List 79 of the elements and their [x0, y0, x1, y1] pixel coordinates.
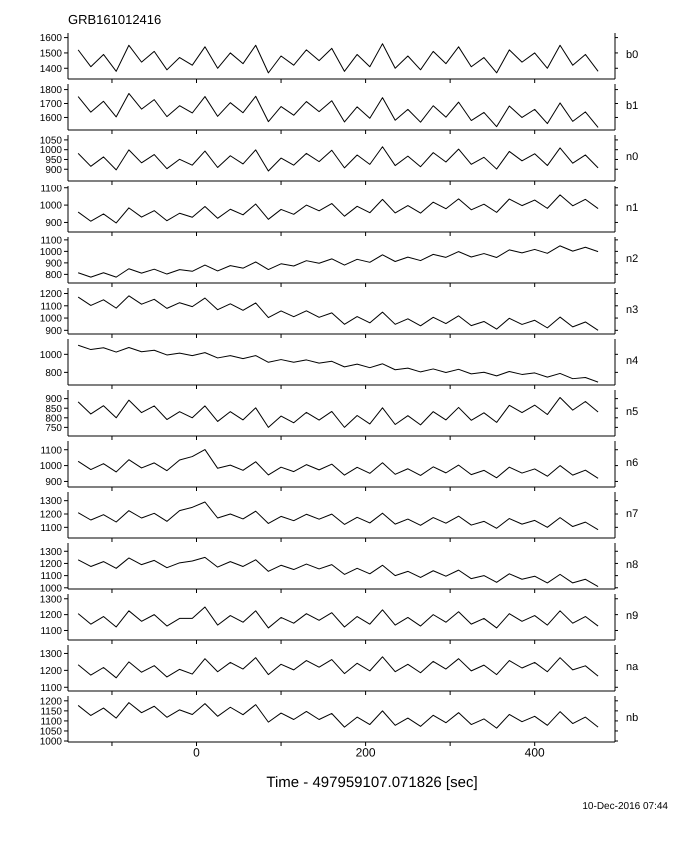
y-tick-label: 850 — [45, 404, 62, 415]
y-tick-label: 750 — [45, 422, 62, 434]
y-tick-label: 900 — [45, 477, 62, 488]
y-tick-label: 1100 — [40, 716, 62, 728]
line-series — [78, 502, 599, 530]
y-tick-label: 1700 — [40, 99, 62, 110]
y-tick-label: 900 — [45, 164, 62, 176]
y-tick-label: 900 — [45, 218, 62, 230]
y-tick-label: 1000 — [40, 314, 62, 325]
y-tick-label: 1200 — [40, 558, 62, 570]
y-tick-label: 1000 — [40, 583, 62, 594]
line-series — [78, 396, 599, 428]
y-tick-label: 1500 — [40, 48, 62, 60]
line-series — [78, 702, 599, 729]
x-tick-label: 0 — [193, 746, 200, 760]
y-tick-label: 1150 — [40, 706, 62, 718]
y-tick-label: 1000 — [40, 246, 62, 258]
legend-label: nb — [626, 712, 638, 724]
line-series — [78, 656, 599, 678]
legend-label: b1 — [626, 100, 638, 112]
y-tick-label: 1100 — [40, 571, 62, 582]
line-series — [78, 449, 599, 479]
y-tick-label: 1200 — [40, 289, 62, 300]
x-tick-label: 200 — [356, 746, 376, 760]
legend-label: n2 — [626, 253, 638, 265]
y-tick-label: 1000 — [40, 461, 62, 472]
line-series — [78, 146, 599, 172]
y-tick-label: 800 — [45, 270, 62, 281]
y-tick-label: 1300 — [40, 496, 62, 508]
y-tick-label: 1000 — [40, 200, 62, 212]
y-tick-label: 1300 — [40, 546, 62, 558]
legend-label: n0 — [626, 151, 638, 163]
x-tick-label: 400 — [524, 746, 546, 760]
y-tick-label: 800 — [45, 413, 62, 424]
y-tick-label: 1800 — [40, 85, 62, 96]
y-tick-label: 1000 — [40, 736, 62, 748]
legend-label: na — [626, 661, 638, 673]
legend-label: n5 — [626, 406, 638, 418]
y-tick-label: 900 — [45, 394, 62, 406]
line-series — [78, 344, 599, 383]
y-tick-label: 1100 — [40, 682, 62, 694]
legend-label: n4 — [626, 355, 638, 367]
y-tick-label: 1200 — [40, 666, 62, 677]
y-tick-label: 1200 — [40, 610, 62, 622]
legend-label: n7 — [626, 508, 638, 520]
y-tick-label: 1100 — [40, 626, 62, 638]
y-tick-label: 1300 — [40, 649, 62, 660]
line-series — [78, 245, 599, 278]
y-tick-label: 900 — [45, 258, 62, 270]
line-series — [78, 194, 599, 224]
legend-label: n1 — [626, 202, 638, 214]
y-tick-label: 1000 — [40, 350, 62, 361]
y-tick-label: 950 — [45, 155, 62, 166]
legend-label: n8 — [626, 559, 638, 571]
legend-label: n9 — [626, 610, 638, 622]
line-series — [78, 606, 599, 628]
line-series — [78, 43, 599, 74]
chart-title: GRB161012416 — [68, 12, 162, 29]
y-tick-label: 900 — [45, 326, 62, 337]
y-tick-label: 1000 — [40, 145, 62, 156]
y-tick-label: 1600 — [40, 113, 62, 124]
x-axis-title: Time - 497959107.071826 [sec] — [265, 774, 479, 791]
y-tick-label: 800 — [45, 368, 62, 379]
y-tick-label: 1100 — [40, 235, 62, 246]
y-tick-label: 1200 — [40, 696, 62, 708]
y-tick-label: 1050 — [40, 135, 62, 146]
line-series — [78, 295, 599, 331]
y-tick-label: 1400 — [40, 64, 62, 75]
legend-label: n6 — [626, 457, 638, 469]
text: 10-Dec-2016 07:44 — [581, 801, 668, 812]
y-tick-label: 1200 — [40, 510, 62, 521]
legend-label: b0 — [626, 49, 638, 61]
y-tick-label: 1300 — [40, 594, 62, 606]
y-tick-label: 1100 — [40, 445, 62, 456]
y-tick-label: 1050 — [40, 726, 62, 738]
y-tick-label: 1100 — [40, 522, 62, 534]
y-tick-label: 1600 — [40, 33, 62, 44]
legend-label: n3 — [626, 304, 638, 316]
y-tick-label: 1100 — [40, 301, 62, 312]
